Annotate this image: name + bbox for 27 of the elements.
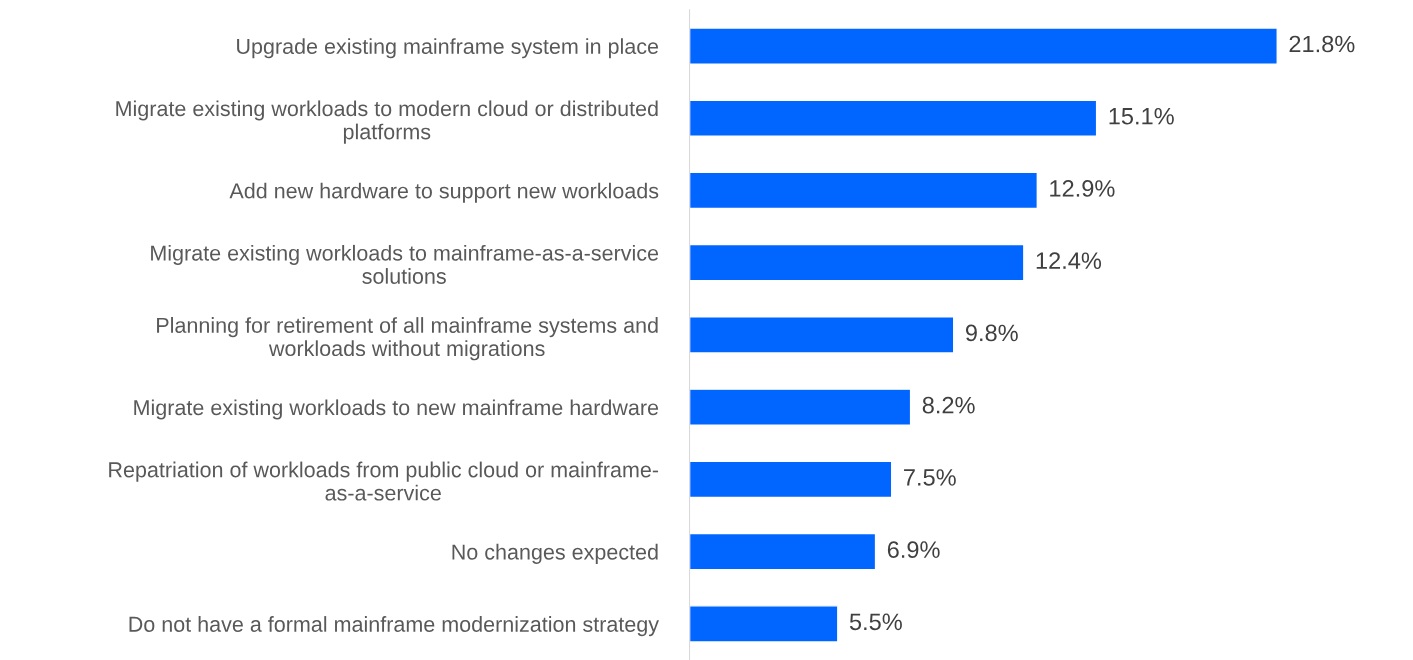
- data-label: 5.5%: [849, 613, 902, 631]
- bar: [689, 388, 912, 426]
- y-tick-label: Migrate existing workloads to new mainframe hardware: [134, 399, 659, 420]
- bar: [689, 243, 1025, 282]
- data-label: 8.2%: [922, 396, 975, 414]
- y-tick-label: No changes expected: [452, 543, 658, 564]
- data-label: 12.9%: [1050, 180, 1115, 197]
- y-tick-label: Migrate existing workloads to mainframe-as-a-service solutions: [151, 244, 659, 284]
- y-tick-label: Repatriation of workloads from public cloud or mainframe- as-a-service: [109, 461, 659, 501]
- bar: [689, 27, 1278, 65]
- data-label: 6.9%: [887, 541, 940, 558]
- bar: [689, 605, 839, 643]
- data-label: 9.8%: [965, 324, 1018, 342]
- data-label: 7.5%: [904, 469, 956, 486]
- y-tick-label: Migrate existing workloads to modern cloud or distributed platforms: [116, 100, 658, 144]
- bar: [689, 532, 877, 571]
- data-label: 21.8%: [1289, 35, 1355, 53]
- data-label: 15.1%: [1109, 107, 1174, 125]
- y-tick-label: Do not have a formal mainframe modernization strategy: [129, 616, 659, 637]
- bar: [689, 316, 955, 354]
- y-tick-label: Upgrade existing mainframe system in place: [237, 38, 659, 59]
- bar: [689, 171, 1039, 210]
- y-tick-label: Planning for retirement of all mainframe systems and workloads without migrations: [157, 317, 658, 361]
- y-tick-label: Add new hardware to support new workloads: [229, 182, 659, 203]
- bar: [689, 99, 1098, 138]
- data-label: 12.4%: [1036, 252, 1102, 269]
- bar: [689, 460, 893, 499]
